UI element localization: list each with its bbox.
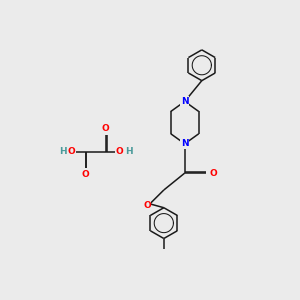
- Text: O: O: [209, 169, 217, 178]
- Text: H: H: [59, 147, 67, 156]
- Text: N: N: [181, 97, 189, 106]
- Text: O: O: [143, 201, 151, 210]
- Text: O: O: [102, 124, 110, 133]
- Text: O: O: [82, 170, 89, 179]
- Text: H: H: [125, 147, 132, 156]
- Text: O: O: [116, 147, 124, 156]
- Text: N: N: [181, 139, 189, 148]
- Text: O: O: [68, 147, 76, 156]
